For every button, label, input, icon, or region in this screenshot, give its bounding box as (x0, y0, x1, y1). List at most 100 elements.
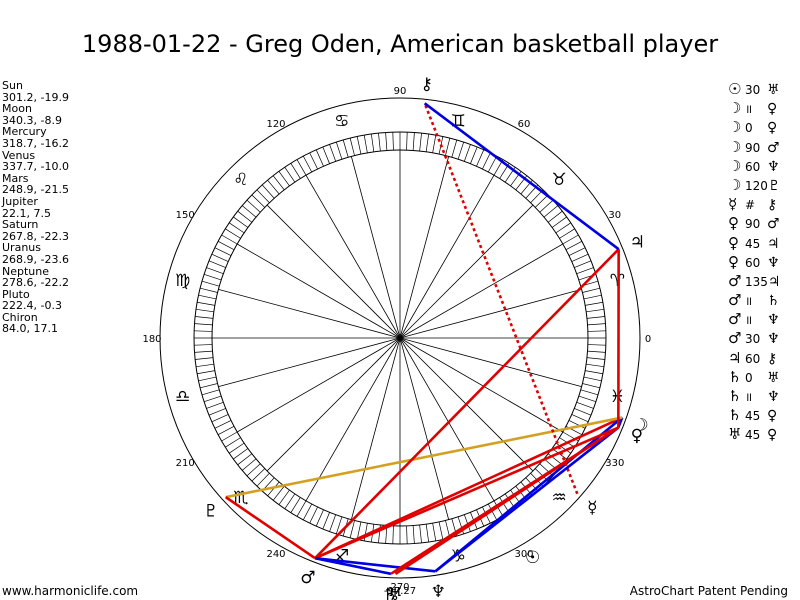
spoke-line (399, 174, 495, 339)
position-coords: 268.9, -23.6 (2, 252, 69, 266)
aspect-line-mars-jupiter (314, 248, 620, 560)
degree-tick (195, 357, 214, 360)
aspect-planet-2-icon: ♃ (767, 235, 780, 252)
aspect-list: ☉ 30 ♅ ☽ ॥ ♀ ☽ 0 ♀ ☽ 90 ♂ ☽ 60 ♆ ☽ 120♇ ☿ # ⚷ ♀ 90 ♂ ♀ 45 ♃ ♀ 60 ♆ ♂ 1… (728, 80, 780, 445)
degree-tick (356, 136, 362, 155)
planet-glyph-icon: ☉ (525, 548, 540, 568)
degree-tick (555, 442, 571, 454)
footer-patent: AstroChart Patent Pending (629, 584, 788, 598)
spoke-line (305, 337, 401, 502)
planet-glyph-icon: ⚷ (421, 74, 433, 94)
zodiac-sign-icon: ♋ (334, 112, 349, 132)
degree-tick (539, 199, 554, 213)
degree-tick (571, 253, 589, 262)
degree-tick (241, 205, 257, 218)
aspect-row: ♄ ॥ ♆ (728, 387, 780, 406)
degree-label: 120 (266, 119, 285, 130)
degree-tick (322, 512, 330, 530)
aspect-planet-2-icon: ♆ (767, 254, 780, 271)
aspect-planet-2-icon: ♇ (767, 177, 781, 194)
spoke-line (266, 337, 401, 472)
aspect-planet-2-icon: ♆ (767, 389, 780, 405)
degree-tick (284, 493, 296, 509)
degree-label: 60 (518, 119, 531, 130)
spoke-line (399, 288, 582, 339)
degree-tick (203, 274, 222, 281)
degree-tick (586, 308, 605, 313)
degree-tick (425, 133, 430, 152)
degree-tick (309, 506, 318, 524)
planet-glyph-icon: ♆ (431, 582, 446, 600)
degree-tick (198, 376, 217, 382)
degree-tick (211, 414, 229, 423)
aspect-planet-1-icon: ☽ (728, 175, 742, 194)
aspect-angle: ॥ (745, 294, 753, 309)
aspect-planet-1-icon: ☉ (728, 80, 742, 98)
degree-tick (392, 132, 394, 151)
degree-tick (194, 350, 213, 353)
planet-glyph-icon: ☿ (587, 498, 597, 518)
aspect-angle: 60 (745, 159, 761, 174)
aspect-row: ♄ 45 ♀ (728, 406, 780, 425)
spoke-line (266, 204, 401, 339)
spoke-line (399, 337, 495, 502)
aspect-line-mercury-chiron (423, 102, 579, 495)
degree-tick (197, 301, 215, 306)
aspect-angle: 90 (745, 140, 761, 155)
degree-tick (267, 179, 280, 195)
aspect-row: ☽ 0 ♀ (728, 118, 780, 137)
degree-tick (336, 141, 343, 160)
degree-tick (451, 139, 458, 158)
degree-tick (194, 344, 213, 346)
degree-tick (583, 376, 602, 382)
degree-tick (476, 149, 485, 167)
aspect-row: ♂ 30 ♆ (728, 329, 780, 348)
degree-tick (211, 253, 229, 262)
aspect-row: ☽ 120♇ (728, 176, 780, 195)
degree-tick (378, 133, 381, 152)
degree-tick (547, 210, 563, 223)
zodiac-sign-icon: ♎ (175, 387, 190, 407)
degree-tick (290, 163, 301, 179)
degree-tick (432, 135, 437, 153)
spoke-line (399, 204, 534, 339)
aspect-planet-1-icon: ♄ (728, 387, 742, 405)
degree-tick (487, 155, 498, 173)
aspect-planet-2-icon: ♆ (767, 158, 780, 175)
aspect-planet-1-icon: ♀ (728, 233, 739, 252)
degree-tick (419, 133, 422, 152)
degree-tick (237, 453, 253, 466)
degree-tick (284, 167, 296, 183)
degree-tick (267, 481, 280, 497)
aspect-planet-1-icon: ♂ (728, 291, 742, 310)
footer-website[interactable]: www.harmoniclife.com (2, 584, 139, 598)
degree-tick (559, 228, 575, 239)
position-name: Chiron (2, 310, 38, 324)
degree-tick (225, 228, 241, 239)
aspect-row: ♃ 60 ⚷ (728, 349, 780, 368)
degree-tick (419, 524, 422, 543)
degree-tick (309, 152, 318, 170)
aspect-row: ♂ ॥ ♆ (728, 310, 780, 329)
degree-tick (470, 146, 478, 164)
degree-tick (586, 363, 605, 368)
degree-tick (214, 420, 232, 429)
degree-tick (463, 144, 471, 162)
spoke-line (399, 337, 582, 388)
degree-label: 270 (390, 582, 409, 593)
degree-tick (200, 287, 218, 293)
planet-glyph-icon: ♄ (383, 585, 398, 600)
position-name: Venus (2, 148, 36, 162)
degree-tick (296, 159, 307, 176)
degree-tick (370, 133, 375, 152)
aspect-planet-1-icon: ☿ (728, 195, 738, 214)
aspect-planet-1-icon: ♀ (728, 252, 739, 271)
degree-tick (539, 463, 554, 477)
aspect-planet-2-icon: ♂ (767, 216, 780, 233)
degree-tick (574, 408, 592, 416)
degree-tick (587, 344, 606, 346)
degree-tick (551, 216, 567, 228)
position-name: Mars (2, 171, 29, 185)
degree-tick (246, 463, 261, 477)
